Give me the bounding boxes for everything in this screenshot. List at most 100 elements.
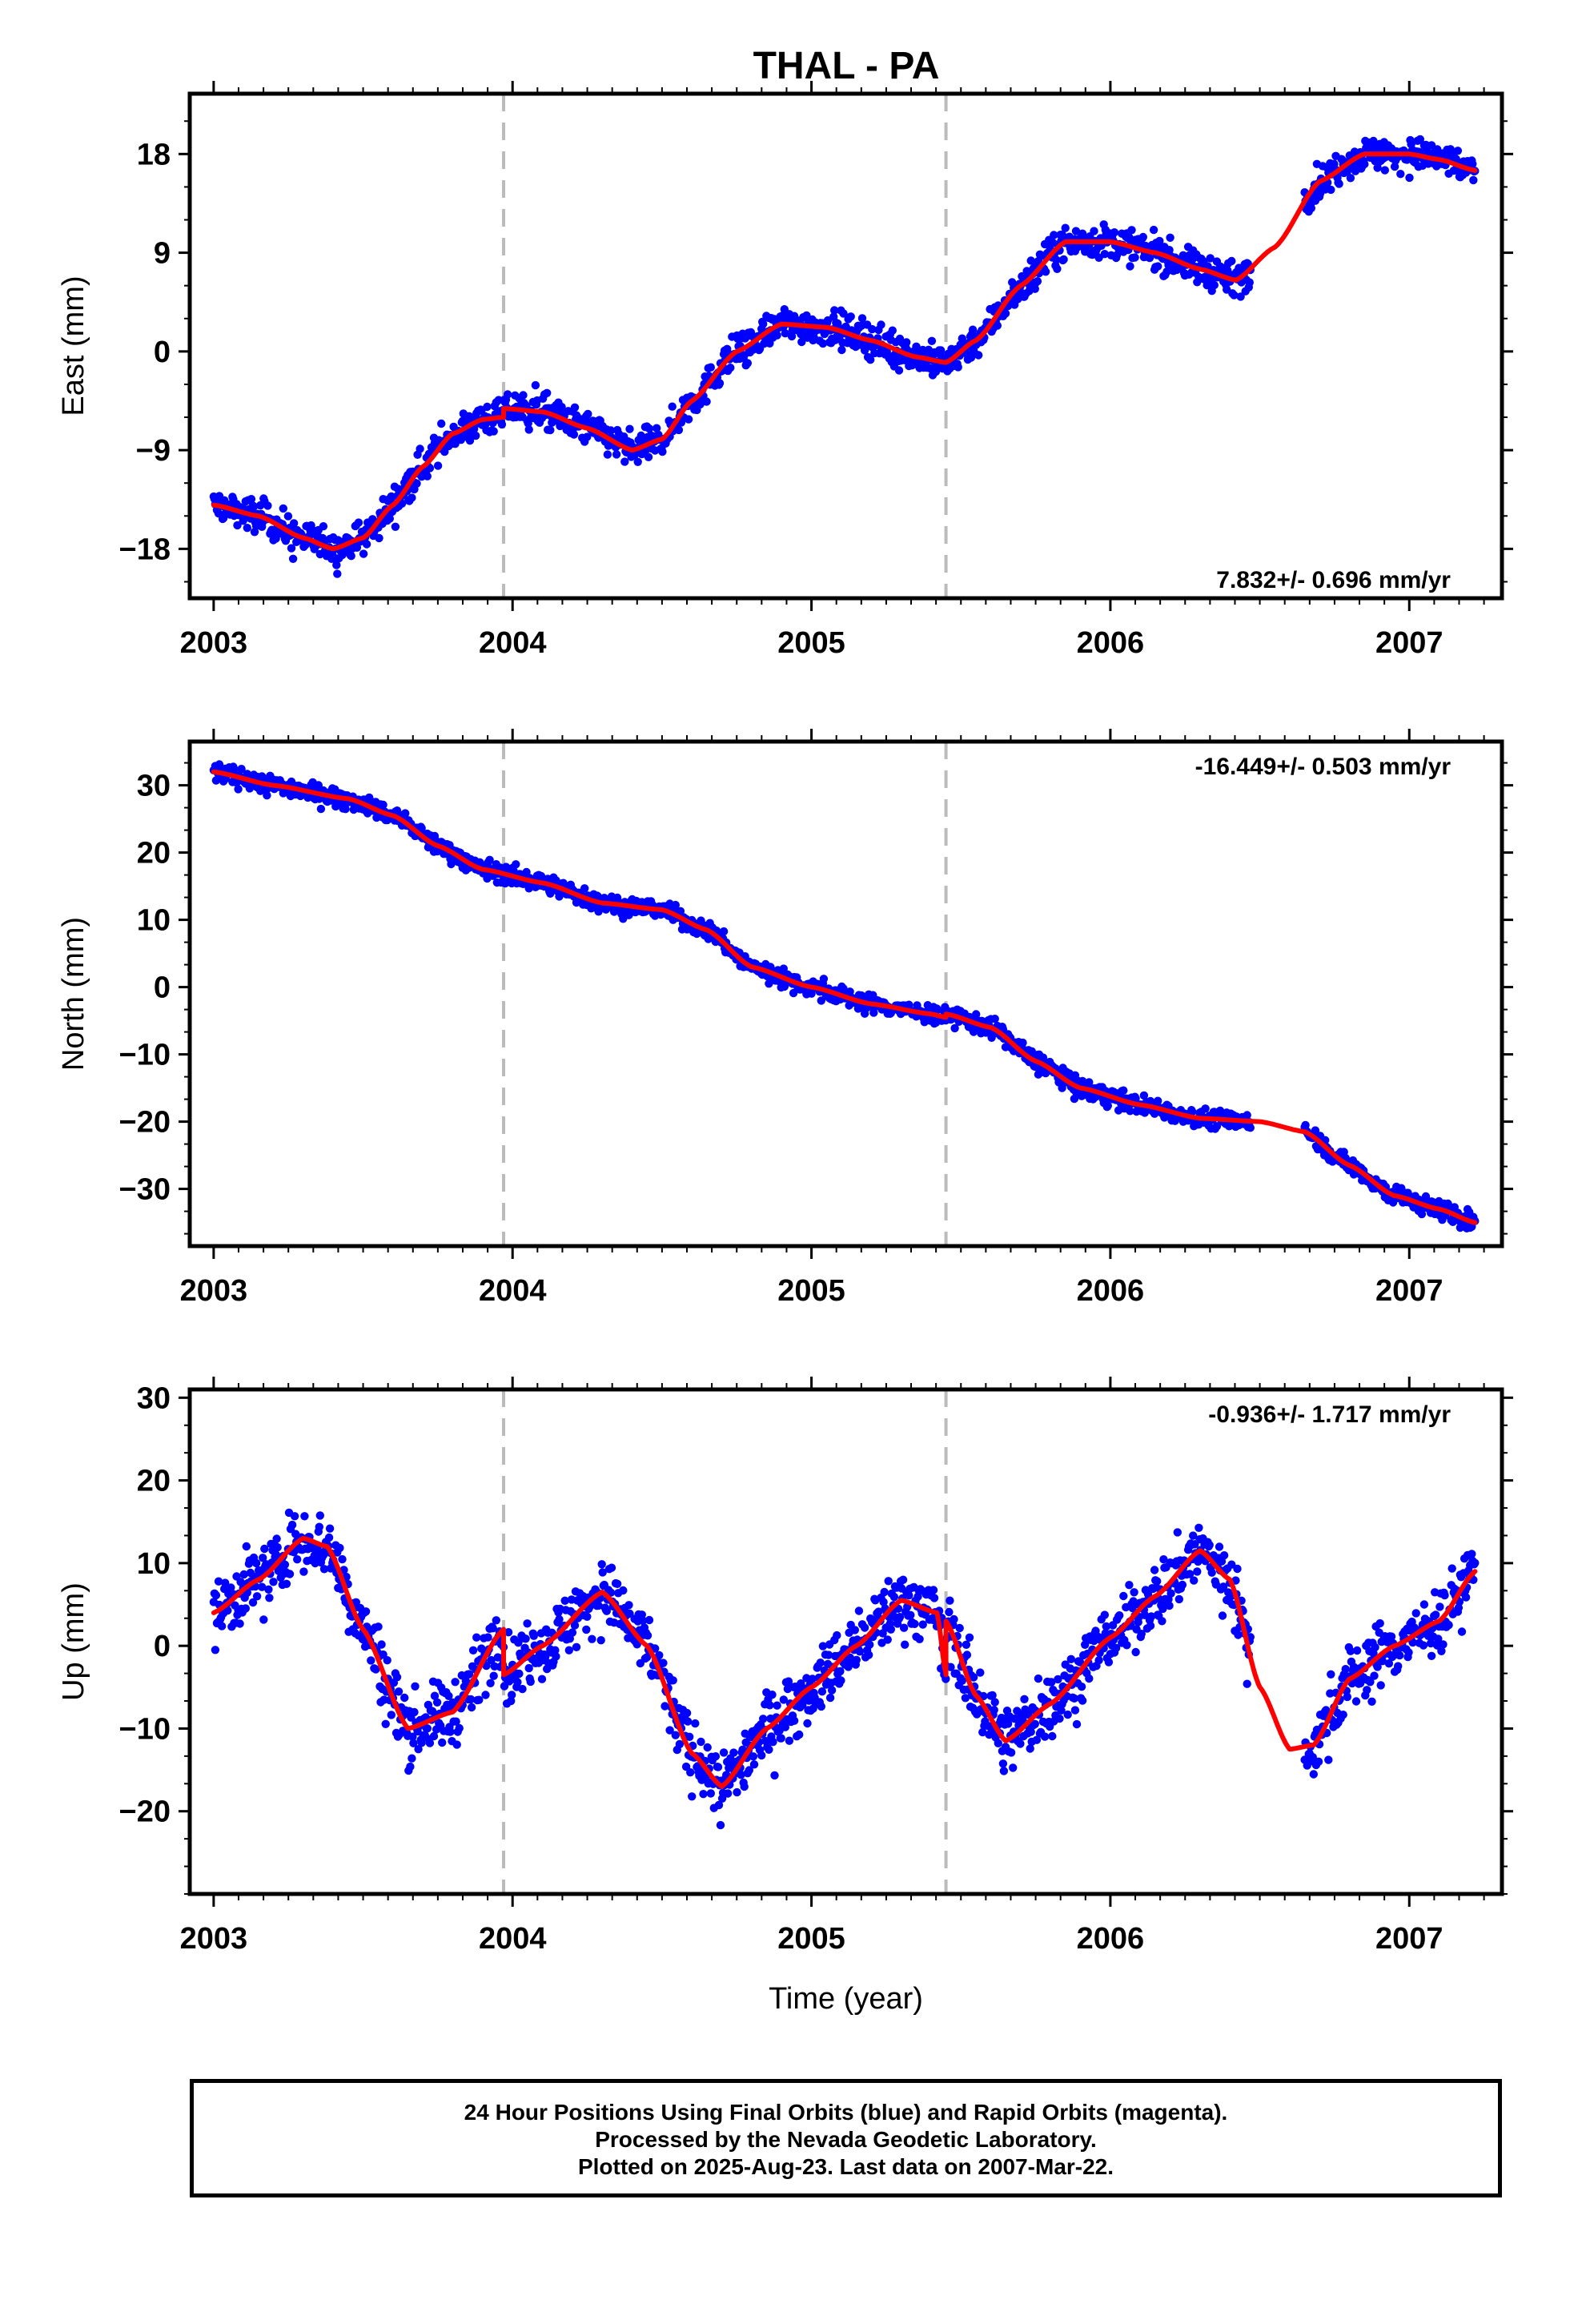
data-point	[377, 1640, 386, 1649]
data-point	[1071, 227, 1081, 235]
fit-curve	[211, 151, 1478, 552]
data-point	[466, 1695, 476, 1704]
x-tick-label: 2006	[1077, 626, 1145, 660]
data-point	[632, 1640, 641, 1649]
y-tick-label: −20	[119, 1795, 171, 1829]
data-point	[447, 859, 456, 869]
data-point	[1130, 1588, 1138, 1597]
fit-curve	[211, 1535, 1478, 1789]
data-point	[877, 320, 885, 329]
data-point	[1030, 1719, 1040, 1728]
data-point	[408, 1732, 417, 1741]
x-tick-label: 2003	[180, 1922, 248, 1956]
data-point	[1078, 229, 1087, 238]
data-point	[998, 1759, 1008, 1768]
panel-up: −20 −10 0 10 20 30 2003 2004 2005 2006 2007 Up (mm)…	[57, 1377, 1513, 2016]
data-point	[612, 1579, 622, 1589]
data-point	[464, 1670, 474, 1679]
plot-area	[209, 1389, 1480, 1894]
data-point	[759, 1715, 768, 1723]
data-point	[598, 1568, 607, 1577]
data-point	[978, 1727, 987, 1737]
data-points	[209, 1508, 1480, 1830]
data-point	[580, 884, 589, 893]
data-point	[714, 1800, 724, 1810]
data-point	[446, 1727, 455, 1736]
data-point	[688, 1792, 697, 1801]
data-point	[223, 1606, 232, 1615]
x-tick-label: 2004	[479, 1922, 547, 1956]
data-point	[423, 472, 432, 480]
data-point	[583, 432, 592, 441]
data-point	[1057, 1706, 1066, 1715]
data-point	[375, 533, 383, 543]
data-point	[913, 1592, 922, 1601]
data-point	[1154, 1096, 1162, 1105]
data-point	[671, 900, 680, 910]
data-point	[546, 425, 555, 435]
data-point	[1190, 1576, 1199, 1585]
data-point	[845, 987, 854, 996]
data-point	[1185, 1570, 1195, 1578]
data-point	[962, 1640, 971, 1649]
data-point	[1371, 1642, 1379, 1652]
data-point	[818, 1642, 828, 1651]
data-point	[314, 781, 323, 790]
data-point	[324, 1533, 334, 1542]
data-point	[1212, 1122, 1222, 1131]
data-point	[1047, 1678, 1056, 1687]
data-point	[560, 1596, 569, 1606]
data-point	[438, 1738, 447, 1747]
data-point	[1233, 1564, 1242, 1574]
data-point	[1307, 203, 1316, 213]
data-point	[874, 1607, 883, 1616]
data-point	[1050, 231, 1058, 239]
data-point	[837, 345, 846, 355]
data-point	[1041, 267, 1050, 276]
rate-label: 7.832+/- 0.696 mm/yr	[1216, 567, 1451, 593]
data-point	[1201, 1104, 1210, 1113]
data-point	[1243, 1111, 1251, 1120]
data-point	[808, 1675, 817, 1683]
data-point	[1411, 1609, 1420, 1618]
y-tick-label: 0	[154, 1630, 171, 1663]
data-point	[1427, 141, 1436, 150]
data-point	[976, 1668, 985, 1677]
data-point	[702, 397, 711, 406]
data-point	[1419, 1600, 1429, 1609]
data-point	[325, 1524, 335, 1533]
data-point	[351, 1598, 360, 1607]
data-point	[765, 1745, 773, 1754]
data-point	[515, 1669, 524, 1679]
data-point	[1033, 277, 1042, 286]
data-point	[785, 1736, 794, 1745]
data-point	[713, 1763, 723, 1771]
data-point	[619, 1586, 628, 1595]
data-point	[374, 1622, 383, 1631]
data-point	[570, 403, 580, 412]
data-point	[1457, 1627, 1467, 1636]
data-point	[1103, 1101, 1113, 1110]
data-point	[1137, 1630, 1146, 1638]
data-point	[699, 1790, 708, 1799]
data-point	[487, 1655, 496, 1665]
data-point	[676, 907, 685, 916]
data-point	[425, 1739, 435, 1747]
data-point	[644, 452, 653, 461]
data-point	[789, 1716, 799, 1725]
data-point	[825, 1693, 835, 1703]
data-point	[743, 359, 752, 368]
data-point	[954, 363, 962, 372]
data-point	[252, 1592, 262, 1601]
data-point	[1308, 1753, 1318, 1762]
data-point	[846, 312, 855, 321]
data-point	[332, 561, 341, 569]
data-point	[706, 363, 715, 372]
data-point	[381, 1719, 390, 1728]
data-point	[625, 1609, 634, 1618]
data-point	[1094, 1656, 1103, 1665]
data-point	[1146, 1612, 1156, 1621]
data-point	[1154, 262, 1162, 271]
data-point	[361, 1607, 371, 1616]
